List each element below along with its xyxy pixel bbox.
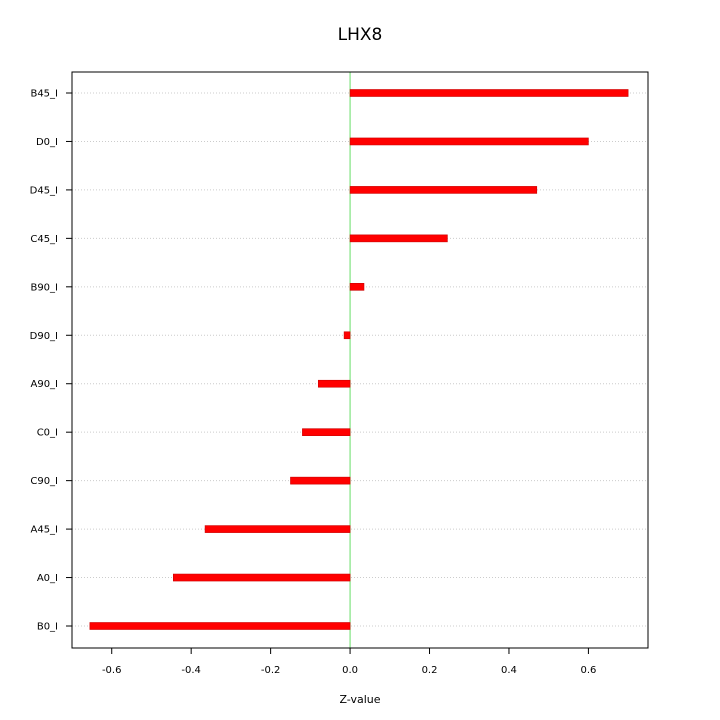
x-tick-label: 0.6 (580, 665, 596, 676)
y-tick-label: A45_I (30, 525, 58, 536)
bars (89, 89, 629, 630)
y-tick-label: B0_I (37, 622, 58, 633)
bar (89, 622, 351, 630)
bar (290, 476, 351, 485)
bar (302, 428, 351, 436)
x-tick-label: -0.2 (261, 665, 281, 676)
x-tick-label: -0.4 (181, 665, 201, 676)
y-tick-label: A0_I (37, 573, 58, 584)
x-axis: -0.6 -0.4 -0.2 0.0 0.2 0.4 0.6 (102, 648, 596, 676)
y-tick-label: C0_I (37, 428, 58, 439)
y-tick-label: D0_I (36, 137, 58, 148)
y-tick-label: D45_I (30, 185, 58, 196)
bar (172, 573, 351, 582)
x-tick-label: -0.6 (102, 665, 122, 676)
grid-lines (72, 92, 648, 627)
bar (349, 283, 365, 291)
chart-title: LHX8 (338, 25, 383, 45)
x-tick-label: 0.2 (422, 665, 438, 676)
bar (204, 525, 351, 533)
y-tick-label: B90_I (30, 282, 58, 293)
bar (343, 331, 351, 340)
bar (349, 186, 538, 194)
y-tick-label: C45_I (30, 234, 58, 245)
bar (349, 234, 448, 243)
x-tick-label: 0.0 (342, 665, 358, 676)
y-axis: B45_I D0_I D45_I C45_I B90_I D90_I A90_I C0_I C9… (30, 89, 72, 633)
x-axis-label: Z-value (339, 693, 380, 706)
x-tick-label: 0.4 (501, 665, 517, 676)
y-tick-label: C90_I (30, 476, 58, 487)
bar (349, 137, 589, 146)
y-tick-label: B45_I (30, 89, 58, 100)
plot-frame (71, 71, 649, 649)
y-tick-label: D90_I (30, 331, 58, 342)
bar (317, 379, 351, 388)
y-tick-label: A90_I (30, 379, 58, 390)
bar (349, 89, 629, 97)
